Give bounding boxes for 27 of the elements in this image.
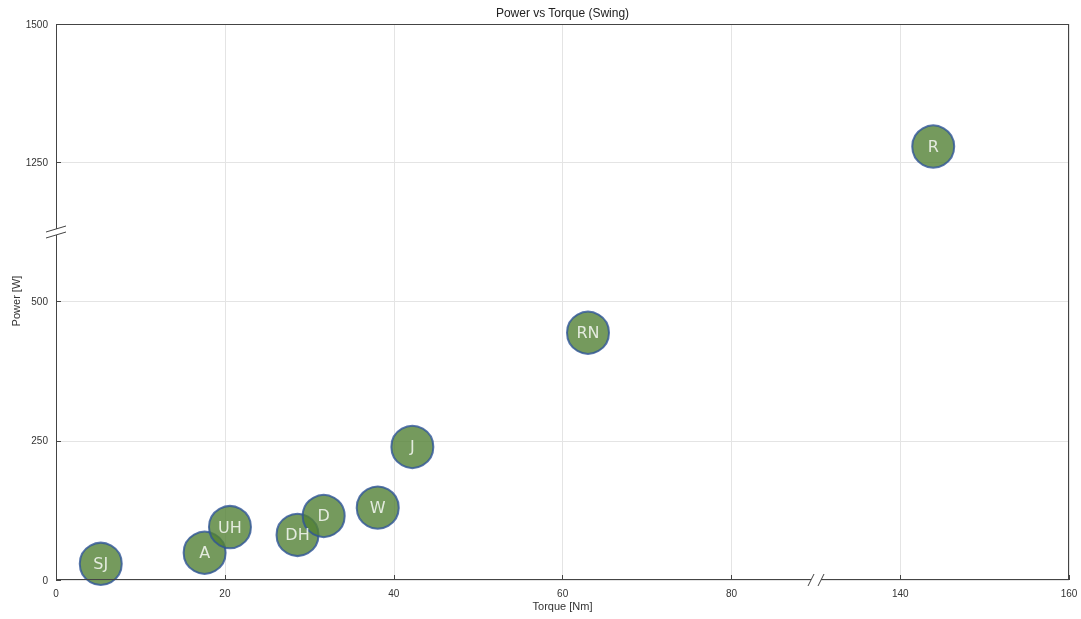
series-label: UH (218, 517, 242, 537)
point (78, 541, 123, 586)
y-tick-label: 500 (31, 296, 49, 308)
series-label: RN (576, 323, 600, 343)
series-label: A (199, 543, 211, 563)
x-axis-title: Torque [Nm] (531, 600, 594, 612)
y-tick-label: 250 (31, 435, 49, 447)
point (390, 424, 435, 469)
y-axis-title: Power [W] (10, 274, 22, 329)
series-label: DH (285, 525, 310, 545)
x-tick-label: 20 (219, 587, 231, 599)
x-tick-label: 60 (557, 587, 569, 599)
y-tick-label: 1250 (25, 157, 49, 169)
chart-title: Power vs Torque (Swing) (494, 6, 631, 20)
series-label: W (369, 498, 386, 518)
x-tick-label: 140 (891, 587, 910, 599)
x-tick-label: 0 (53, 587, 60, 599)
series-label: SJ (93, 554, 109, 574)
x-tick-label: 40 (388, 587, 400, 599)
series-label: D (317, 506, 330, 526)
series-label: J (409, 437, 415, 457)
y-tick-label: 1500 (25, 18, 49, 30)
x-tick-label: 80 (725, 587, 738, 599)
x-tick-label: 160 (1060, 587, 1078, 599)
series-label: R (927, 137, 939, 157)
y-tick-label: 0 (42, 574, 49, 586)
point (355, 485, 400, 530)
